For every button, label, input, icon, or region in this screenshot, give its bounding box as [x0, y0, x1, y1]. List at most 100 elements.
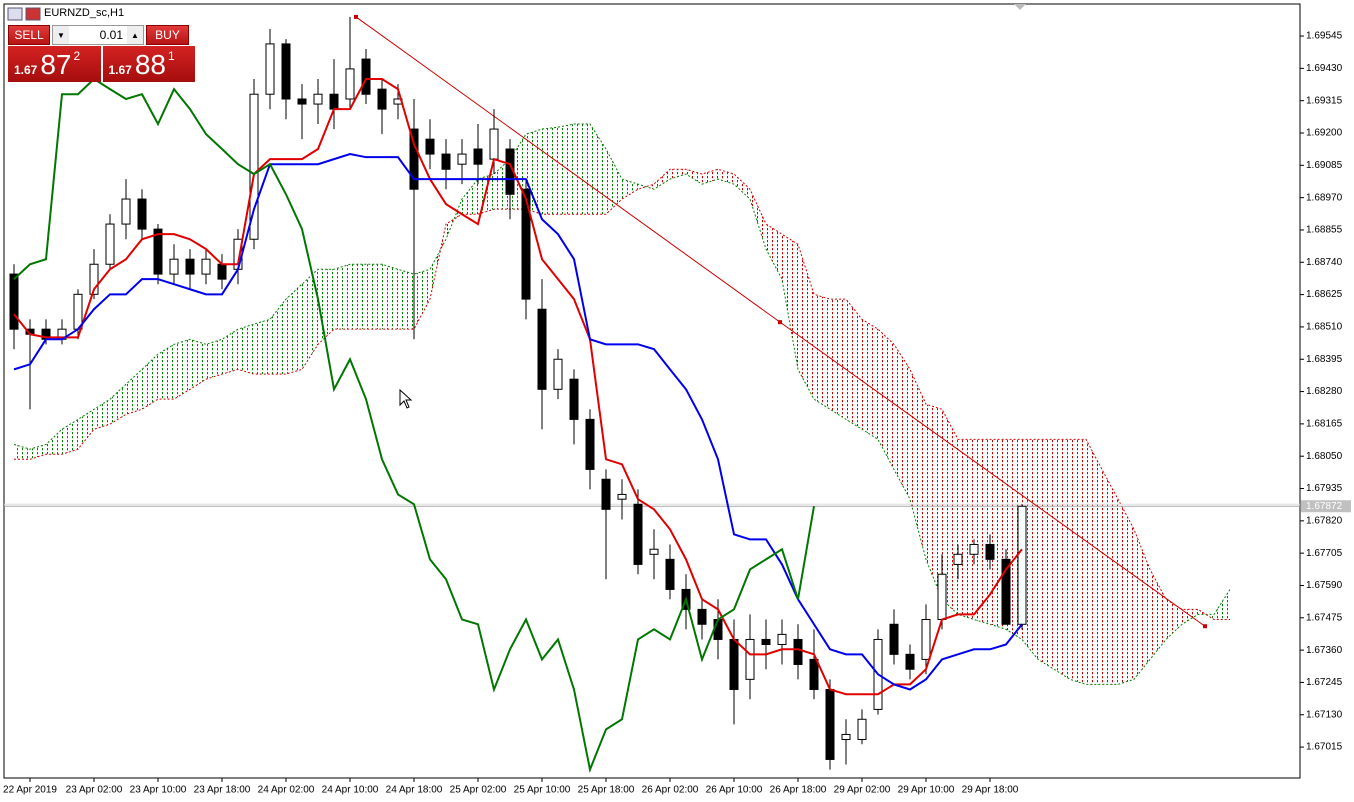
y-tick-label: 1.68740: [1306, 257, 1343, 268]
candle-body: [457, 153, 467, 165]
cloud-segment: [206, 339, 222, 380]
current-price-box: [1301, 500, 1351, 513]
candle-body: [1001, 558, 1011, 625]
cloud-segment: [286, 284, 302, 375]
trade-controls: SELL ▼ 0.01 ▲ BUY: [8, 25, 195, 45]
indicator-line: [13, 78, 1023, 696]
x-tick-label: 24 Apr 18:00: [386, 785, 443, 796]
cloud-segment: [334, 264, 350, 330]
x-tick-label: 25 Apr 10:00: [514, 785, 571, 796]
candle-body: [1017, 505, 1027, 625]
cloud-segment: [398, 269, 414, 330]
candle-body: [185, 258, 195, 275]
cloud-segment: [158, 344, 174, 400]
cloud-segment: [606, 149, 622, 215]
x-tick-label: 25 Apr 02:00: [450, 785, 507, 796]
trade-panel: SELL ▼ 0.01 ▲ BUY 1.67 87 2 1.67 88 1: [8, 25, 195, 82]
candle-body: [265, 43, 275, 95]
cloud-segment: [94, 399, 110, 430]
y-tick-label: 1.68165: [1306, 419, 1343, 430]
cloud-segment: [910, 369, 926, 560]
y-tick-label: 1.68050: [1306, 451, 1343, 462]
lot-input[interactable]: 0.01: [99, 28, 123, 42]
candle-body: [713, 618, 723, 640]
candle-body: [361, 58, 371, 95]
candle-body: [729, 638, 739, 690]
y-tick-label: 1.69545: [1306, 31, 1343, 42]
candle-body: [153, 228, 163, 275]
cloud-segment: [414, 269, 430, 330]
cloud-segment: [222, 329, 238, 375]
y-tick-label: 1.69430: [1306, 63, 1343, 74]
buy-price[interactable]: 1.67 88 1: [102, 46, 195, 82]
cloud-segment: [1206, 614, 1214, 620]
x-tick-label: 23 Apr 02:00: [66, 785, 123, 796]
candle-body: [425, 138, 435, 155]
candle-body: [441, 153, 451, 170]
y-tick-label: 1.69085: [1306, 160, 1343, 171]
price-boxes: 1.67 87 2 1.67 88 1: [8, 46, 195, 82]
lot-up[interactable]: ▲: [127, 26, 143, 44]
candle-body: [921, 618, 931, 660]
cloud-segment: [302, 269, 318, 370]
x-tick-label: 29 Apr 18:00: [962, 785, 1019, 796]
x-tick-label: 24 Apr 10:00: [322, 785, 379, 796]
price-point: 1: [168, 49, 175, 63]
cloud-segment: [366, 264, 382, 330]
y-tick-label: 1.68395: [1306, 354, 1343, 365]
candle-body: [697, 608, 707, 625]
x-tick-label: 24 Apr 02:00: [258, 785, 315, 796]
mouse-cursor: [399, 388, 413, 409]
candle-body: [569, 378, 579, 420]
x-tick-label: 23 Apr 10:00: [130, 785, 187, 796]
candle-body: [953, 553, 963, 565]
cloud-segment: [958, 439, 974, 620]
candle-body: [345, 68, 355, 100]
sell-button[interactable]: SELL: [8, 25, 50, 45]
x-tick-label: 23 Apr 18:00: [194, 785, 251, 796]
cloud-segment: [646, 184, 654, 190]
trendline-point: [1203, 624, 1207, 629]
candle-body: [937, 573, 947, 620]
y-tick-label: 1.68510: [1306, 322, 1343, 333]
cloud-segment: [46, 429, 62, 455]
candle-body: [489, 128, 499, 160]
cloud-segment: [1102, 469, 1118, 685]
candle-body: [313, 93, 323, 105]
cloud-segment: [1166, 599, 1182, 640]
x-tick-label: 26 Apr 02:00: [642, 785, 699, 796]
window-title: EURNZD_sc,H1: [44, 7, 125, 19]
y-tick-label: 1.68625: [1306, 289, 1343, 300]
y-tick-label: 1.67590: [1306, 580, 1343, 591]
cloud-segment: [462, 179, 478, 215]
cloud-segment: [1086, 439, 1102, 685]
price-big-figure: 1.67: [14, 63, 38, 77]
plot-area: [4, 14, 1300, 774]
candle-body: [825, 688, 835, 760]
y-tick-label: 1.67475: [1306, 612, 1343, 623]
y-tick-label: 1.68855: [1306, 225, 1343, 236]
cloud-segment: [574, 124, 590, 215]
cloud-segment: [638, 184, 646, 190]
cloud-segment: [440, 224, 446, 250]
candle-body: [617, 493, 627, 500]
sell-price[interactable]: 1.67 87 2: [8, 46, 101, 82]
candle-body: [297, 98, 307, 105]
cloud-segment: [750, 189, 766, 250]
cloud-segment: [702, 169, 718, 185]
buy-button[interactable]: BUY: [146, 25, 189, 45]
y-tick-label: 1.67705: [1306, 548, 1343, 559]
candle-body: [89, 263, 99, 295]
cloud-segment: [622, 179, 638, 200]
cloud-segment: [62, 419, 78, 455]
price-point: 2: [73, 49, 81, 63]
cloud-segment: [846, 299, 862, 430]
lot-box: ▼ 0.01 ▲: [52, 25, 144, 45]
span-b: [14, 168, 1230, 620]
lot-down[interactable]: ▼: [53, 26, 69, 44]
candle-body: [217, 263, 227, 280]
cloud-segment: [1070, 439, 1086, 685]
